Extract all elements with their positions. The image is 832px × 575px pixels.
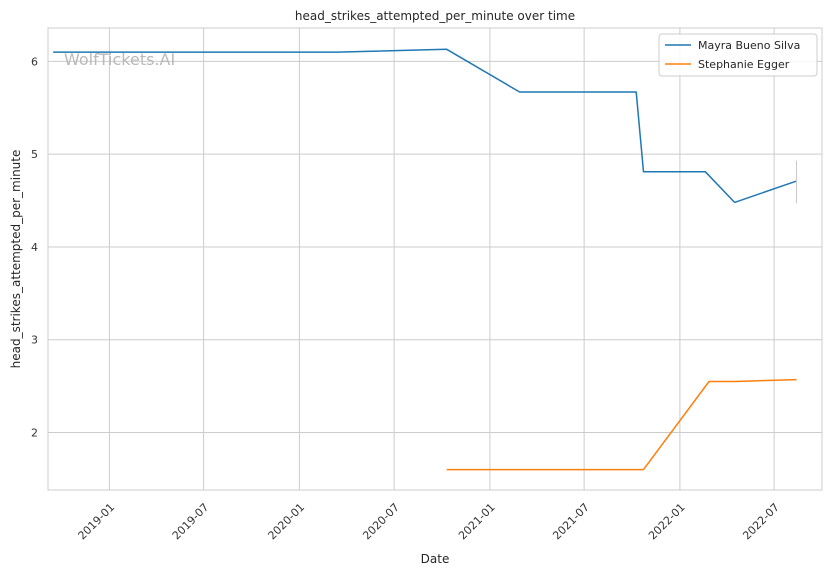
y-axis-title: head_strikes_attempted_per_minute — [9, 150, 23, 369]
series-line-mayra-bueno-silva — [53, 48, 797, 204]
y-tick-label: 4 — [31, 241, 38, 254]
y-axis-ticks: 2 3 4 5 6 — [31, 55, 38, 439]
legend: Mayra Bueno Silva Stephanie Egger — [658, 33, 818, 77]
legend-label-stephanie-egger: Stephanie Egger — [698, 58, 790, 71]
series-line-stephanie-egger — [446, 378, 797, 471]
y-tick-label: 3 — [31, 334, 38, 347]
x-axis-title: Date — [421, 552, 450, 566]
plot-frame — [47, 27, 823, 491]
y-tick-label: 5 — [31, 148, 38, 161]
legend-frame — [658, 33, 818, 77]
series-lines — [53, 48, 797, 471]
watermark-text: WolfTickets.AI — [64, 50, 175, 69]
y-tick-label: 2 — [31, 426, 38, 439]
chart-title: head_strikes_attempted_per_minute over t… — [295, 9, 575, 23]
y-tick-label: 6 — [31, 55, 38, 68]
legend-label-mayra-bueno-silva: Mayra Bueno Silva — [698, 39, 800, 52]
